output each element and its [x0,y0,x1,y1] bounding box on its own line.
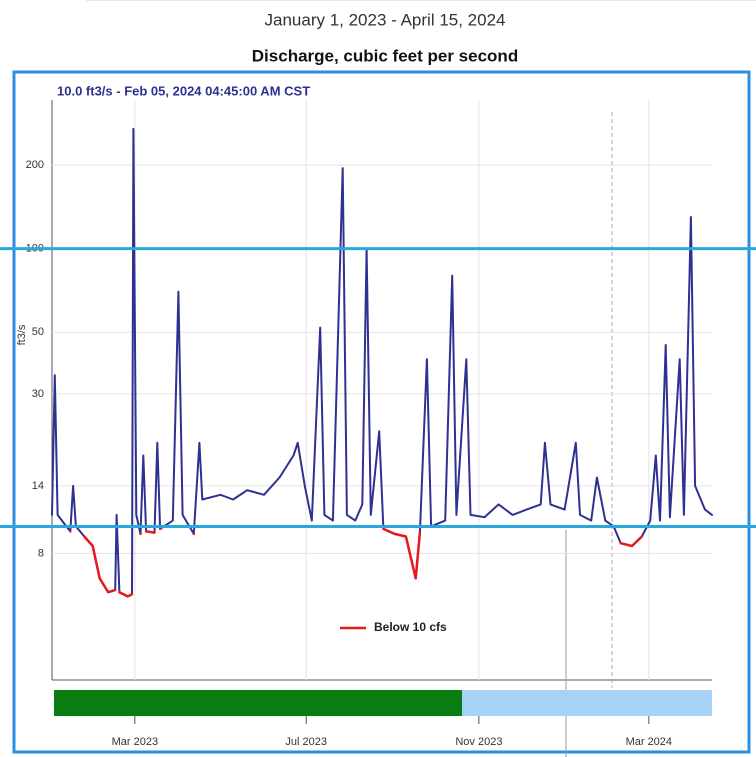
y-tick-label: 50 [32,326,44,338]
x-tick-label: Nov 2023 [455,736,502,748]
hover-label: 10.0 ft3/s - Feb 05, 2024 04:45:00 AM CS… [57,83,310,98]
chart-frame [12,70,751,754]
y-axis-label: ft3/s [16,324,28,345]
chart-subtitle: Discharge, cubic feet per second [252,46,518,65]
y-tick-label: 200 [26,159,44,171]
provisional-period [462,690,712,716]
x-tick-label: Mar 2024 [626,736,672,748]
y-tick-label: 8 [38,547,44,559]
legend-label: Below 10 cfs [374,620,447,634]
x-tick-label: Jul 2023 [285,736,327,748]
chart-title: January 1, 2023 - April 15, 2024 [265,10,506,29]
y-tick-label: 14 [32,480,44,492]
y-tick-label: 30 [32,388,44,400]
series-line [69,527,644,598]
x-tick-label: Mar 2023 [112,736,158,748]
approved-period [54,690,462,716]
